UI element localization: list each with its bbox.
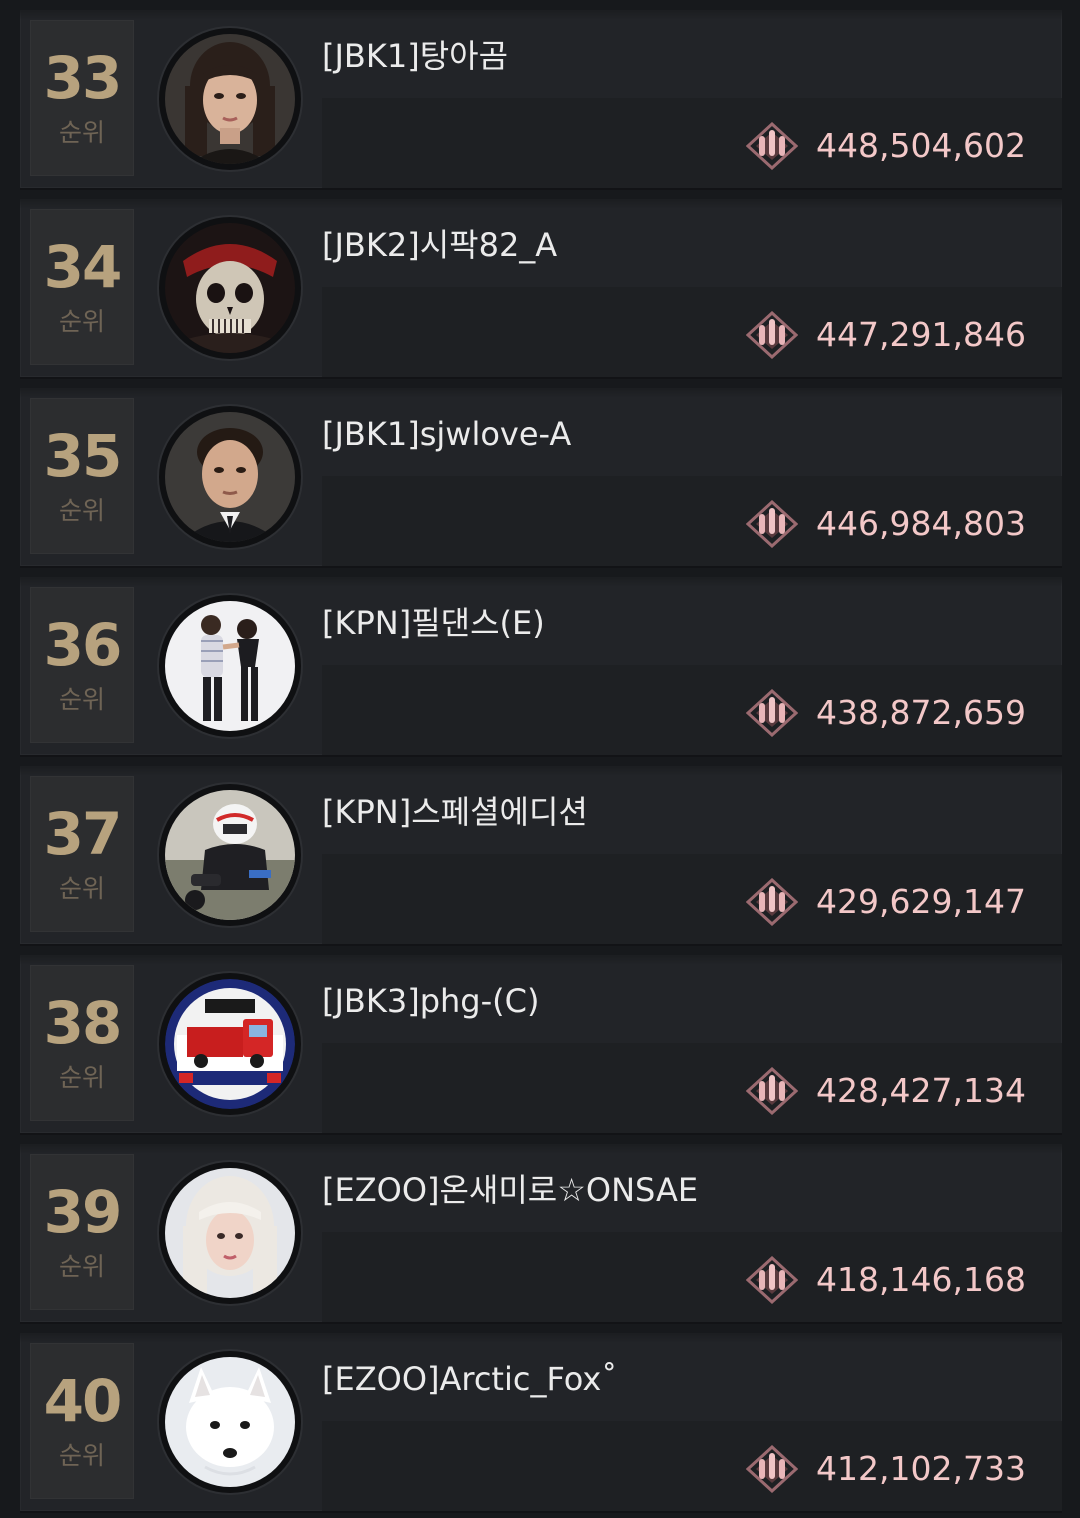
player-name: [JBK1]sjwlove-A bbox=[322, 415, 572, 453]
rank-number: 34 bbox=[43, 233, 123, 301]
score-value: 438,872,659 bbox=[816, 693, 1026, 732]
player-name: [JBK2]시팍82_A bbox=[322, 226, 558, 264]
ammo-medal-icon bbox=[746, 311, 799, 359]
score-value: 429,629,147 bbox=[816, 882, 1026, 921]
ammo-medal-icon bbox=[746, 122, 799, 170]
score-group: 428,427,134 bbox=[746, 1067, 1026, 1115]
rank-number: 38 bbox=[43, 989, 123, 1057]
score-value: 446,984,803 bbox=[816, 504, 1026, 543]
score-group: 438,872,659 bbox=[746, 689, 1026, 737]
rank-badge: 36 순위 bbox=[30, 587, 134, 743]
ranking-row[interactable]: 35 순위 [JBK1]sjwlove-A bbox=[20, 388, 1062, 566]
score-value: 447,291,846 bbox=[816, 315, 1026, 354]
rank-number: 33 bbox=[43, 44, 123, 112]
rank-label: 순위 bbox=[58, 307, 105, 336]
rank-number: 35 bbox=[43, 422, 123, 490]
arctic-fox-icon bbox=[165, 1357, 295, 1487]
motorcycle-rider-icon bbox=[165, 790, 295, 920]
ammo-medal-icon bbox=[746, 1256, 799, 1304]
rank-badge: 35 순위 bbox=[30, 398, 134, 554]
rank-number: 39 bbox=[43, 1178, 123, 1246]
score-group: 429,629,147 bbox=[746, 878, 1026, 926]
score-group: 448,504,602 bbox=[746, 122, 1026, 170]
ranking-row[interactable]: 37 순위 [KPN]스페셜에디션 bbox=[20, 766, 1062, 944]
ammo-medal-icon bbox=[746, 878, 799, 926]
score-value: 448,504,602 bbox=[816, 126, 1026, 165]
ranking-row[interactable]: 36 순위 [KPN]필댄스(E) bbox=[20, 577, 1062, 755]
rank-label: 순위 bbox=[58, 1441, 105, 1470]
rank-label: 순위 bbox=[58, 685, 105, 714]
score-group: 446,984,803 bbox=[746, 500, 1026, 548]
ranking-row[interactable]: 33 순위 [JBK1]탕아곰 bbox=[20, 10, 1062, 188]
rank-badge: 33 순위 bbox=[30, 20, 134, 176]
rank-label: 순위 bbox=[58, 1252, 105, 1281]
rank-badge: 39 순위 bbox=[30, 1154, 134, 1310]
score-group: 418,146,168 bbox=[746, 1256, 1026, 1304]
player-name: [EZOO]Arctic_Fox˚ bbox=[322, 1360, 618, 1398]
score-value: 428,427,134 bbox=[816, 1071, 1026, 1110]
ranking-row[interactable]: 39 순위 [EZOO]온새미로☆ONSAE bbox=[20, 1144, 1062, 1322]
avatar[interactable] bbox=[159, 784, 301, 926]
avatar[interactable] bbox=[159, 28, 301, 170]
blonde-portrait-icon bbox=[165, 1168, 295, 1298]
avatar[interactable] bbox=[159, 973, 301, 1115]
score-value: 412,102,733 bbox=[816, 1449, 1026, 1488]
dancing-couple-icon bbox=[165, 601, 295, 731]
score-group: 447,291,846 bbox=[746, 311, 1026, 359]
ranking-row[interactable]: 38 순위 [JBK3 bbox=[20, 955, 1062, 1133]
rank-number: 37 bbox=[43, 800, 123, 868]
ranking-row[interactable]: 40 순위 [EZOO]Arctic_Fox˚ bbox=[20, 1333, 1062, 1511]
player-name: [JBK3]phg-(C) bbox=[322, 982, 540, 1020]
rank-badge: 34 순위 bbox=[30, 209, 134, 365]
rank-label: 순위 bbox=[58, 118, 105, 147]
rank-label: 순위 bbox=[58, 874, 105, 903]
male-portrait-icon bbox=[165, 412, 295, 542]
rank-badge: 38 순위 bbox=[30, 965, 134, 1121]
player-name: [JBK1]탕아곰 bbox=[322, 37, 509, 75]
female-portrait-icon bbox=[165, 34, 295, 164]
rank-number: 36 bbox=[43, 611, 123, 679]
avatar[interactable] bbox=[159, 1351, 301, 1493]
score-value: 418,146,168 bbox=[816, 1260, 1026, 1299]
ammo-medal-icon bbox=[746, 689, 799, 737]
player-name: [KPN]스페셜에디션 bbox=[322, 793, 588, 831]
score-group: 412,102,733 bbox=[746, 1445, 1026, 1493]
avatar[interactable] bbox=[159, 217, 301, 359]
rank-badge: 37 순위 bbox=[30, 776, 134, 932]
ammo-medal-icon bbox=[746, 1445, 799, 1493]
avatar[interactable] bbox=[159, 595, 301, 737]
ammo-medal-icon bbox=[746, 500, 799, 548]
rank-number: 40 bbox=[43, 1367, 123, 1435]
avatar[interactable] bbox=[159, 1162, 301, 1304]
rank-badge: 40 순위 bbox=[30, 1343, 134, 1499]
ranking-row[interactable]: 34 순위 [JBK2]시팍82_A bbox=[20, 199, 1062, 377]
rank-label: 순위 bbox=[58, 496, 105, 525]
pirate-skull-icon bbox=[165, 223, 295, 353]
ammo-medal-icon bbox=[746, 1067, 799, 1115]
rank-label: 순위 bbox=[58, 1063, 105, 1092]
avatar[interactable] bbox=[159, 406, 301, 548]
truck-badge-icon bbox=[165, 979, 295, 1109]
player-name: [KPN]필댄스(E) bbox=[322, 604, 545, 642]
player-name: [EZOO]온새미로☆ONSAE bbox=[322, 1171, 699, 1209]
